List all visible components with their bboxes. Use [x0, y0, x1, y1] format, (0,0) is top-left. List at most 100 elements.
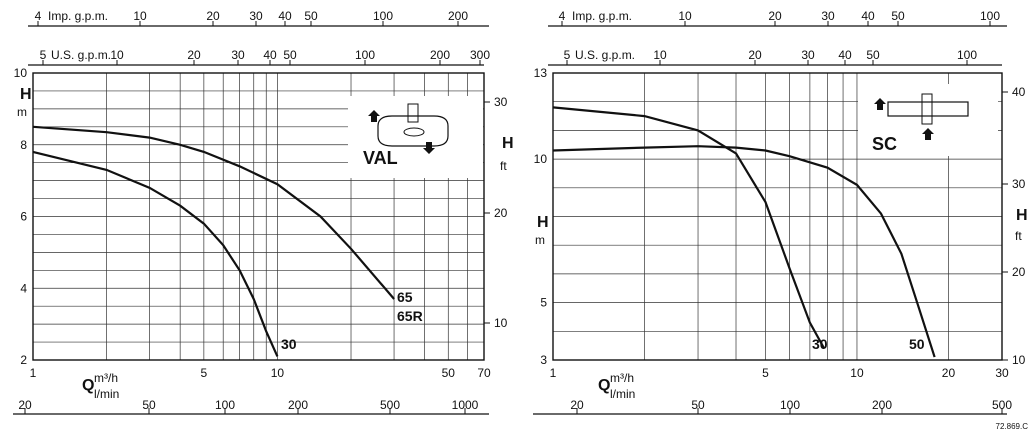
y-axis-right-unit: ft: [500, 159, 507, 173]
x-tick-label: 10: [271, 366, 285, 380]
ft-tick-label: 10: [494, 316, 508, 330]
flow-unit-m3h: m³/h: [94, 371, 118, 385]
y-axis-unit: m: [17, 105, 27, 119]
y-tick-label: 2: [20, 353, 27, 367]
flow-symbol: Q: [82, 377, 94, 394]
lmin-tick-label: 100: [780, 398, 800, 412]
lmin-tick-label: 500: [380, 398, 400, 412]
imp-gpm-tick-label: 200: [448, 9, 468, 23]
imp-gpm-tick-label: 30: [821, 9, 835, 23]
figure-code: 72.869.C: [996, 422, 1029, 431]
y-tick-label: 8: [20, 138, 27, 152]
us-gpm-tick-label: 200: [430, 48, 450, 62]
sc-chart: 4 10 20 30 40 50 100 Imp. g.p.m. 5 10 20 30 40 50 100 U…: [533, 9, 1028, 415]
x-tick-label: 20: [942, 366, 956, 380]
ft-tick-label: 40: [1012, 85, 1026, 99]
us-gpm-tick-label: 20: [187, 48, 201, 62]
outlet-arrow-icon: [368, 110, 380, 122]
us-gpm-tick-label: 20: [748, 48, 762, 62]
imp-gpm-tick-label: 30: [249, 9, 263, 23]
performance-curve-65-65R: [32, 125, 395, 300]
y-tick-label: 5: [540, 296, 547, 310]
imp-gpm-tick-label: 10: [678, 9, 692, 23]
imp-gpm-axis-label: Imp. g.p.m.: [48, 9, 108, 23]
x-tick-label: 70: [477, 366, 491, 380]
imp-gpm-tick-label: 100: [980, 9, 1000, 23]
pump-body-icon: [887, 101, 969, 117]
us-gpm-tick-label: 40: [838, 48, 852, 62]
ft-tick-label: 20: [1012, 265, 1026, 279]
curve-label: 50: [909, 336, 925, 352]
imp-gpm-tick-label: 50: [891, 9, 905, 23]
inlet-arrow-icon: [922, 128, 934, 140]
imp-gpm-tick-label: 40: [861, 9, 875, 23]
y-axis-unit: m: [535, 233, 545, 247]
imp-gpm-tick-label: 40: [278, 9, 292, 23]
ft-tick-label: 30: [1012, 177, 1026, 191]
us-gpm-tick-label: 100: [957, 48, 977, 62]
imp-gpm-tick-label: 10: [133, 9, 147, 23]
imp-gpm-tick-label: 20: [768, 9, 782, 23]
y-tick-label: 3: [540, 353, 547, 367]
us-gpm-tick-label: 50: [283, 48, 297, 62]
lmin-tick-label: 200: [872, 398, 892, 412]
badge-background: [858, 84, 998, 156]
badge-background: [348, 96, 483, 178]
us-gpm-tick-label: 30: [231, 48, 245, 62]
performance-curve-30: [552, 106, 826, 350]
us-gpm-tick-label: 5: [564, 48, 571, 62]
x-tick-label: 5: [201, 366, 208, 380]
x-tick-label: 1: [550, 366, 557, 380]
ft-tick-label: 20: [494, 206, 508, 220]
y-axis-label: H: [537, 214, 549, 231]
y-axis-label: H: [20, 86, 32, 103]
x-tick-label: 5: [762, 366, 769, 380]
y-tick-label: 13: [534, 66, 548, 80]
val-chart: 4 10 20 30 40 50 100 200 Imp. g.p.m. 5 10 20 30 40 50 1…: [13, 9, 514, 415]
imp-gpm-tick-label: 4: [35, 9, 42, 23]
pump-body-icon: [377, 115, 449, 147]
y-axis-right-unit: ft: [1015, 229, 1022, 243]
imp-gpm-tick-label: 100: [373, 9, 393, 23]
flow-unit-lmin: l/min: [94, 387, 119, 401]
y-tick-label: 10: [534, 152, 548, 166]
pump-shaft-icon: [921, 93, 933, 125]
plot-frame: [552, 72, 1003, 361]
y-axis-right-label: H: [1016, 207, 1028, 224]
imp-gpm-axis-label: Imp. g.p.m.: [572, 9, 632, 23]
y-axis-right-label: H: [502, 135, 514, 152]
us-gpm-tick-label: 10: [653, 48, 667, 62]
x-tick-label: 30: [995, 366, 1009, 380]
lmin-tick-label: 20: [570, 398, 584, 412]
performance-curve-50: [552, 145, 936, 358]
impeller-icon: [403, 127, 425, 137]
us-gpm-tick-label: 10: [110, 48, 124, 62]
plot-frame: [32, 72, 485, 361]
us-gpm-axis-label: U.S. g.p.m.: [575, 48, 635, 62]
y-tick-label: 4: [20, 281, 27, 295]
us-gpm-tick-label: 100: [355, 48, 375, 62]
curve-label: 30: [812, 336, 828, 352]
lmin-tick-label: 100: [215, 398, 235, 412]
flow-symbol: Q: [598, 377, 610, 394]
lmin-tick-label: 50: [691, 398, 705, 412]
pump-model-label: VAL: [363, 148, 398, 168]
pump-shaft-icon: [407, 103, 419, 123]
lmin-tick-label: 50: [142, 398, 156, 412]
lmin-tick-label: 200: [288, 398, 308, 412]
ft-tick-label: 30: [494, 95, 508, 109]
flow-unit-lmin: l/min: [610, 387, 635, 401]
imp-gpm-tick-label: 4: [559, 9, 566, 23]
pump-model-label: SC: [872, 134, 897, 154]
x-tick-label: 50: [442, 366, 456, 380]
us-gpm-tick-label: 30: [801, 48, 815, 62]
x-tick-label: 1: [30, 366, 37, 380]
us-gpm-tick-label: 50: [866, 48, 880, 62]
us-gpm-axis-label: U.S. g.p.m.: [51, 48, 111, 62]
y-tick-label: 6: [20, 210, 27, 224]
y-tick-label: 10: [14, 66, 28, 80]
lmin-tick-label: 20: [18, 398, 32, 412]
ft-tick-label: 10: [1012, 353, 1026, 367]
lmin-tick-label: 1000: [452, 398, 479, 412]
